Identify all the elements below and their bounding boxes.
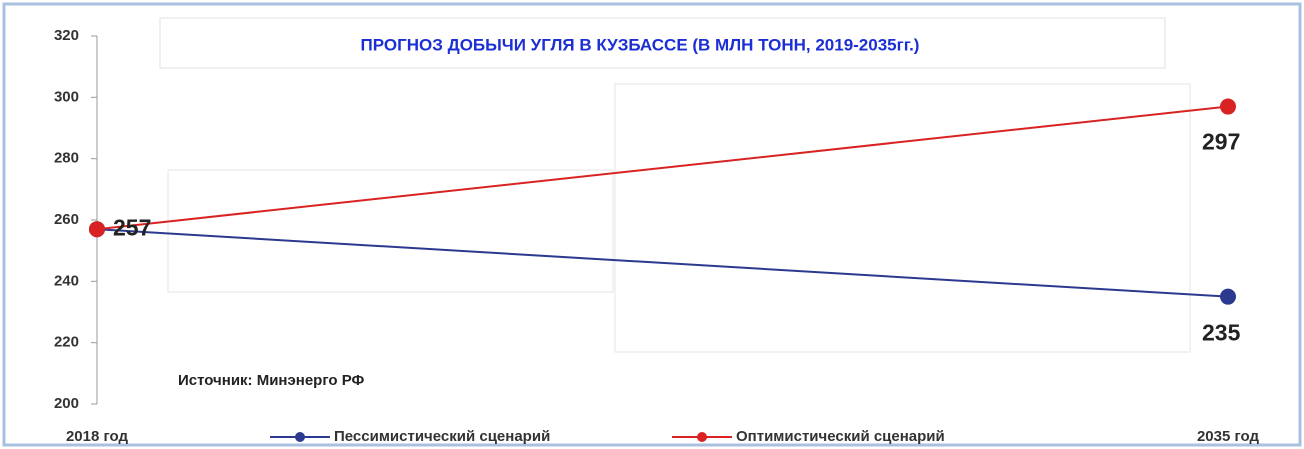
y-tick-label: 280 xyxy=(54,150,79,167)
marker xyxy=(1220,98,1236,115)
series-line xyxy=(96,228,1229,298)
legend-marker xyxy=(697,432,707,442)
annotation: Источник: Минэнерго РФ xyxy=(178,372,365,389)
label-box xyxy=(167,169,614,293)
marker xyxy=(89,221,105,238)
data-label: 297 xyxy=(1202,129,1240,155)
x-tick-label: 2018 год xyxy=(66,428,129,445)
x-tick-label: 2035 год xyxy=(1197,428,1260,445)
y-tick-label: 220 xyxy=(54,334,79,351)
y-tick-label: 260 xyxy=(54,211,79,228)
marker xyxy=(1220,288,1236,305)
data-label: 235 xyxy=(1202,320,1241,346)
legend-label: Пессимистический сценарий xyxy=(334,428,550,445)
y-tick-label: 200 xyxy=(54,395,79,412)
y-tick-label: 240 xyxy=(54,272,79,289)
chart-title: ПРОГНОЗ ДОБЫЧИ УГЛЯ В КУЗБАССЕ (В МЛН ТО… xyxy=(361,35,920,54)
title-box xyxy=(159,17,1166,69)
y-tick-label: 300 xyxy=(54,88,79,105)
legend-marker xyxy=(295,432,305,442)
series-line xyxy=(96,105,1229,231)
legend-label: Оптимистический сценарий xyxy=(736,428,945,445)
y-tick-label: 320 xyxy=(54,27,79,44)
data-label: 257 xyxy=(113,214,151,240)
label-box xyxy=(614,83,1191,353)
